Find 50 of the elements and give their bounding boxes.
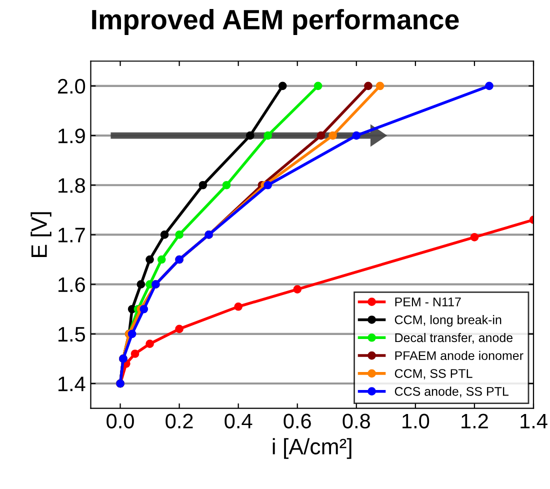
y-tick-label: 1.6 — [58, 277, 85, 292]
x-tick-label: 0.6 — [284, 414, 311, 428]
point — [175, 230, 184, 239]
y-tick-label: 1.4 — [58, 376, 86, 392]
point — [314, 82, 322, 90]
point — [485, 82, 494, 90]
point — [146, 340, 154, 348]
x-tick-label: 0.0 — [106, 414, 134, 428]
point — [246, 131, 254, 140]
point — [470, 233, 479, 242]
point — [160, 230, 169, 239]
point — [198, 180, 208, 190]
y-tick-label: 1.7 — [58, 228, 85, 242]
legend-label: CCS anode, SS PTL — [394, 386, 508, 398]
x-tick-label: 1.0 — [402, 414, 430, 428]
x-tick-label: 0.2 — [166, 414, 193, 428]
y-tick-label: 1.9 — [58, 128, 85, 144]
point — [146, 255, 154, 264]
point — [128, 330, 136, 338]
y-tick-label: 1.5 — [58, 327, 86, 342]
x-axis-title: i [A/cm²] — [272, 438, 352, 459]
legend-label: PFAEM anode ionomer — [395, 350, 524, 360]
point — [364, 82, 372, 90]
chart-title: Improved AEM performance — [92, 9, 459, 35]
y-tick-label: 1.8 — [58, 178, 85, 193]
point — [316, 131, 326, 140]
point — [136, 280, 146, 288]
x-tick-label: 0.8 — [342, 414, 370, 428]
legend-label: PEM - N117 — [395, 298, 461, 306]
x-tick-label: 0.4 — [224, 414, 252, 428]
point — [352, 131, 361, 140]
y-tick-label: 2.0 — [58, 78, 86, 94]
point — [264, 131, 272, 140]
point — [376, 82, 384, 90]
legend-label: Decal transfer, anode — [395, 332, 513, 344]
point — [328, 131, 337, 140]
x-tick-label: 1.4 — [520, 414, 548, 428]
point — [222, 180, 231, 190]
legend-label: CCM, SS PTL — [394, 369, 472, 380]
point — [264, 180, 272, 190]
point — [157, 255, 166, 264]
x-tick-label: 1.2 — [462, 414, 488, 428]
y-axis-title: E [V] — [30, 212, 52, 257]
point — [140, 304, 148, 314]
point — [234, 302, 242, 311]
point — [278, 82, 287, 90]
point — [175, 324, 184, 334]
point — [293, 285, 302, 294]
legend-label: CCM, long break-in — [394, 315, 502, 327]
point — [130, 350, 140, 358]
